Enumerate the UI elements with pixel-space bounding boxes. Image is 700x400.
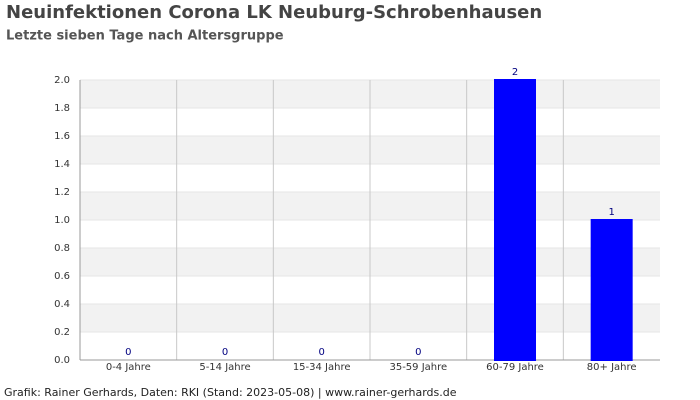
x-tick-label: 35-59 Jahre bbox=[389, 362, 447, 373]
x-tick-label: 80+ Jahre bbox=[587, 362, 637, 373]
y-tick-label: 1.8 bbox=[54, 103, 70, 114]
footer: Grafik: Rainer Gerhards, Daten: RKI (Sta… bbox=[4, 386, 457, 399]
y-tick-label: 1.2 bbox=[54, 187, 70, 198]
bar bbox=[494, 79, 536, 361]
bar bbox=[590, 219, 633, 361]
y-tick-label: 0.0 bbox=[54, 355, 70, 366]
y-tick-label: 0.2 bbox=[54, 327, 70, 338]
x-tick-label: 15-34 Jahre bbox=[293, 362, 351, 373]
data-label: 0 bbox=[318, 347, 324, 358]
data-label: 1 bbox=[608, 207, 614, 218]
x-tick-label: 0-4 Jahre bbox=[106, 362, 151, 373]
y-tick-label: 0.4 bbox=[54, 299, 70, 310]
y-tick-label: 2.0 bbox=[54, 75, 70, 86]
x-tick-label: 60-79 Jahre bbox=[486, 362, 544, 373]
y-tick-label: 1.6 bbox=[54, 131, 70, 142]
data-label: 2 bbox=[512, 67, 518, 78]
x-tick-label: 5-14 Jahre bbox=[199, 362, 250, 373]
chart-subtitle: Letzte sieben Tage nach Altersgruppe bbox=[6, 29, 284, 44]
data-label: 0 bbox=[125, 347, 131, 358]
y-tick-label: 1.0 bbox=[54, 215, 70, 226]
y-tick-label: 0.8 bbox=[54, 243, 70, 254]
y-tick-label: 1.4 bbox=[54, 159, 70, 170]
data-label: 0 bbox=[415, 347, 421, 358]
y-tick-label: 0.6 bbox=[54, 271, 70, 282]
chart-title: Neuinfektionen Corona LK Neuburg-Schrobe… bbox=[6, 2, 542, 23]
data-label: 0 bbox=[222, 347, 228, 358]
